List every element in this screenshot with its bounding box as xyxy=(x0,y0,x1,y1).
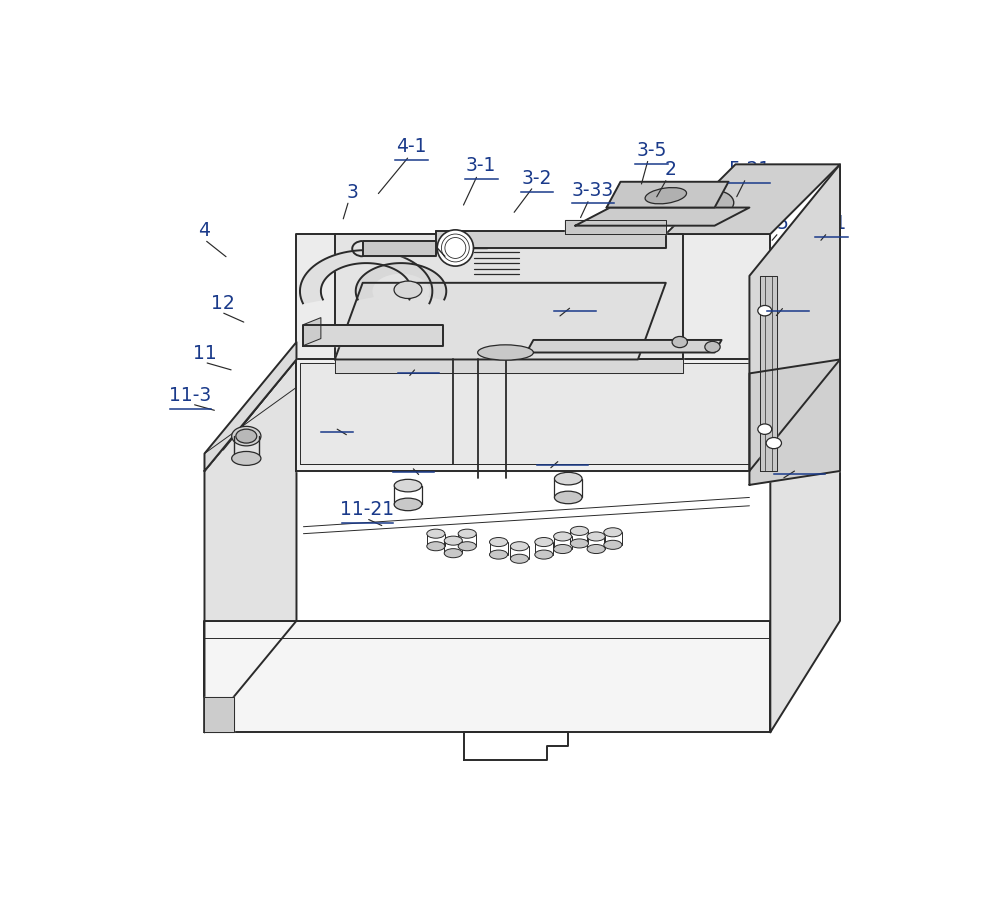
Polygon shape xyxy=(204,342,296,471)
Ellipse shape xyxy=(695,190,734,214)
Polygon shape xyxy=(565,220,666,234)
Polygon shape xyxy=(666,165,840,234)
Circle shape xyxy=(437,230,473,266)
Ellipse shape xyxy=(427,542,445,551)
Text: 3-31: 3-31 xyxy=(397,350,440,369)
Polygon shape xyxy=(770,359,840,732)
Ellipse shape xyxy=(570,527,588,536)
Ellipse shape xyxy=(232,426,261,446)
Ellipse shape xyxy=(587,545,605,554)
Polygon shape xyxy=(575,207,749,225)
Polygon shape xyxy=(749,359,840,485)
Polygon shape xyxy=(335,359,683,374)
Text: 5-21: 5-21 xyxy=(728,160,771,179)
Ellipse shape xyxy=(427,529,445,538)
Ellipse shape xyxy=(554,472,582,485)
Ellipse shape xyxy=(758,424,772,434)
Ellipse shape xyxy=(554,532,572,541)
Polygon shape xyxy=(300,250,432,303)
Ellipse shape xyxy=(554,491,582,504)
Ellipse shape xyxy=(490,538,508,547)
Polygon shape xyxy=(303,318,321,346)
Polygon shape xyxy=(526,340,722,353)
Polygon shape xyxy=(760,276,777,471)
Ellipse shape xyxy=(232,452,261,465)
Ellipse shape xyxy=(587,532,605,541)
Ellipse shape xyxy=(570,538,588,548)
Text: 3-33: 3-33 xyxy=(572,181,614,200)
Text: 12: 12 xyxy=(211,294,235,313)
Ellipse shape xyxy=(394,281,422,299)
Text: 2: 2 xyxy=(665,160,677,179)
Ellipse shape xyxy=(394,498,422,510)
Ellipse shape xyxy=(535,550,553,559)
Ellipse shape xyxy=(705,341,720,353)
Ellipse shape xyxy=(236,429,257,443)
Polygon shape xyxy=(204,359,296,732)
Text: 3-4: 3-4 xyxy=(322,409,352,428)
Polygon shape xyxy=(303,325,443,346)
Ellipse shape xyxy=(758,306,772,316)
Text: 11-41: 11-41 xyxy=(772,451,827,470)
Text: 11-1: 11-1 xyxy=(392,449,435,468)
Ellipse shape xyxy=(554,545,572,554)
Ellipse shape xyxy=(490,550,508,559)
Text: 11-3: 11-3 xyxy=(169,386,212,405)
Polygon shape xyxy=(436,231,666,248)
Ellipse shape xyxy=(535,538,553,547)
Polygon shape xyxy=(335,234,683,359)
Polygon shape xyxy=(335,283,666,359)
Ellipse shape xyxy=(444,548,462,557)
Polygon shape xyxy=(204,621,770,732)
Text: 3: 3 xyxy=(346,183,358,202)
Text: 3-32: 3-32 xyxy=(554,289,596,308)
Polygon shape xyxy=(356,263,446,300)
Text: 5-1: 5-1 xyxy=(816,214,847,233)
Text: 4-1: 4-1 xyxy=(396,138,427,157)
Ellipse shape xyxy=(394,480,422,492)
Polygon shape xyxy=(607,182,729,207)
Ellipse shape xyxy=(766,437,781,449)
Text: 3-2: 3-2 xyxy=(522,169,552,187)
Text: 3-1: 3-1 xyxy=(466,157,496,176)
Ellipse shape xyxy=(510,554,529,563)
Text: 5: 5 xyxy=(777,214,789,233)
Ellipse shape xyxy=(444,536,462,545)
Text: 11-22: 11-22 xyxy=(536,442,590,461)
Polygon shape xyxy=(300,363,833,464)
Ellipse shape xyxy=(672,337,687,348)
Ellipse shape xyxy=(645,187,687,204)
Ellipse shape xyxy=(510,542,529,551)
Text: 4: 4 xyxy=(198,221,210,240)
Polygon shape xyxy=(296,234,770,359)
Polygon shape xyxy=(363,241,436,256)
Ellipse shape xyxy=(604,528,622,537)
Text: 5-22: 5-22 xyxy=(767,289,809,308)
Polygon shape xyxy=(749,165,840,471)
Polygon shape xyxy=(296,359,840,471)
Polygon shape xyxy=(204,698,234,732)
Text: 11-21: 11-21 xyxy=(340,500,395,519)
Ellipse shape xyxy=(604,540,622,549)
Ellipse shape xyxy=(478,345,533,360)
Text: 3-5: 3-5 xyxy=(637,141,667,160)
Ellipse shape xyxy=(458,529,476,538)
Ellipse shape xyxy=(458,542,476,551)
Text: 11: 11 xyxy=(193,345,216,364)
